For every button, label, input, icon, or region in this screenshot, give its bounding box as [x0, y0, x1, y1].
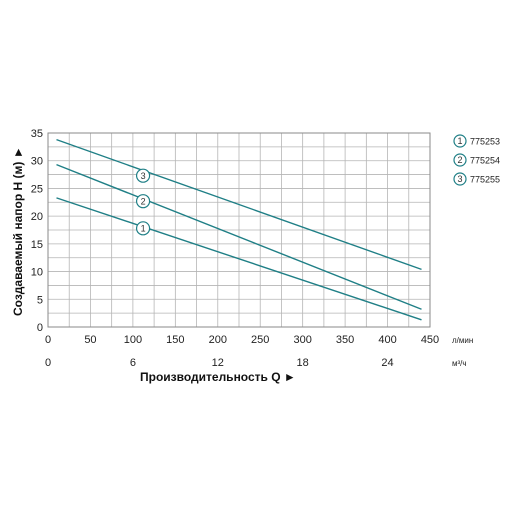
- x-tick-label: 100: [124, 334, 142, 346]
- x-tick-label: 350: [336, 334, 354, 346]
- legend-label: 775255: [470, 175, 500, 185]
- legend-marker-label: 2: [457, 155, 462, 165]
- series-line-775254: [56, 163, 422, 310]
- y-tick-label: 0: [37, 322, 43, 334]
- y-tick-label: 35: [31, 128, 43, 140]
- y-tick-labels: 0 5 10 15 20 25 30 35: [31, 128, 43, 334]
- y-tick-label: 25: [31, 183, 43, 195]
- series-markers: 1 2 3: [135, 168, 151, 236]
- series-marker-775253: [135, 221, 151, 236]
- x-secondary-tick-label: 24: [381, 357, 393, 369]
- x-axis-unit: л/мин: [452, 336, 473, 345]
- grid: [47, 132, 431, 328]
- series-marker-775255: [135, 168, 151, 183]
- legend-label: 775253: [470, 137, 500, 147]
- series-marker-label: 2: [141, 196, 146, 206]
- x-secondary-tick-label: 12: [212, 357, 224, 369]
- series-line-775253: [56, 197, 422, 321]
- series-line-775255: [56, 138, 422, 271]
- x-tick-label: 0: [45, 334, 51, 346]
- legend-label: 775254: [470, 156, 500, 166]
- legend-marker-775254: [453, 153, 467, 167]
- x-tick-label: 300: [293, 334, 311, 346]
- series-marker-label: 3: [141, 171, 146, 181]
- x-secondary-tick-label: 6: [130, 357, 136, 369]
- y-tick-label: 30: [31, 156, 43, 168]
- plot-border: [47, 132, 431, 328]
- x-tick-label: 200: [209, 334, 227, 346]
- x-secondary-tick-labels: 0 6 12 18 24: [45, 357, 394, 369]
- y-tick-label: 5: [37, 294, 43, 306]
- x-secondary-tick-label: 18: [297, 357, 309, 369]
- legend-marker-775255: [453, 172, 467, 186]
- series-marker-775254: [135, 194, 151, 209]
- legend-marker-label: 1: [457, 136, 462, 146]
- x-secondary-tick-label: 0: [45, 357, 51, 369]
- series-marker-label: 1: [141, 224, 146, 234]
- x-tick-label: 450: [421, 334, 439, 346]
- x-tick-label: 400: [378, 334, 396, 346]
- series-lines: [56, 138, 422, 321]
- legend-marker-775253: [453, 134, 467, 148]
- y-axis-title: Создаваемый напор Н (м) ►: [11, 146, 25, 316]
- x-tick-labels: 0 50 100 150 200 250 300 350 400 450: [45, 334, 439, 346]
- y-tick-label: 15: [31, 239, 43, 251]
- legend: 1 775253 2 775254 3 775255: [453, 134, 500, 186]
- y-tick-label: 10: [31, 267, 43, 279]
- x-tick-label: 250: [251, 334, 269, 346]
- y-tick-label: 20: [31, 211, 43, 223]
- x-axis-title: Производительность Q ►: [140, 370, 296, 384]
- x-tick-label: 150: [166, 334, 184, 346]
- legend-marker-label: 3: [457, 174, 462, 184]
- x-secondary-axis-unit: м³/ч: [452, 359, 467, 368]
- x-tick-label: 50: [84, 334, 96, 346]
